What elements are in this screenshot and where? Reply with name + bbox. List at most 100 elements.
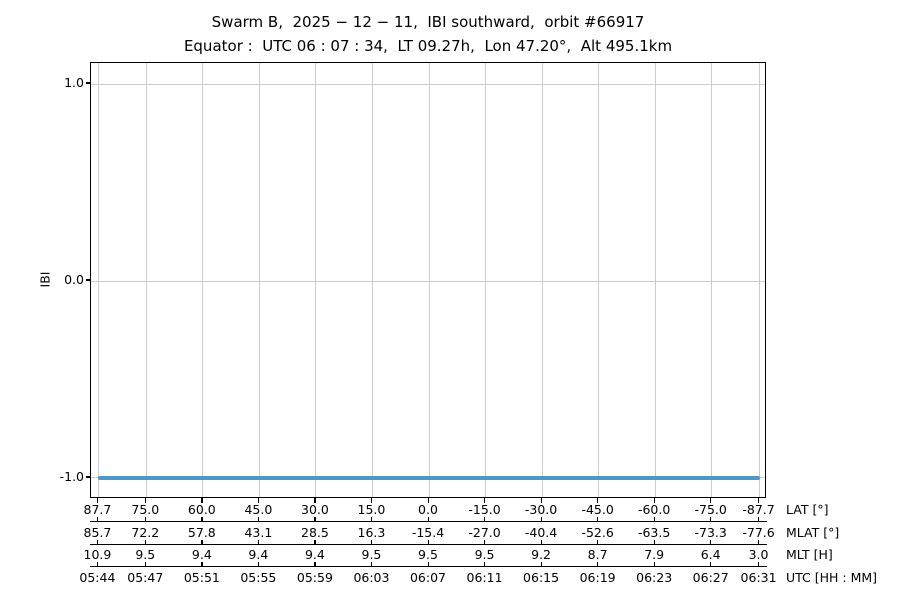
x-subaxis-tick-mark <box>653 517 655 521</box>
x-subaxis-tick-mark <box>540 539 542 544</box>
x-tick-value: -40.4 <box>524 524 558 540</box>
x-tick-value: 28.5 <box>301 524 329 540</box>
y-tick-label: 1.0 <box>64 75 84 91</box>
x-tick-value: 0.0 <box>418 502 438 517</box>
x-row-name: MLAT [°] <box>786 524 840 540</box>
y-tick-mark <box>85 82 90 84</box>
x-subaxis-tick-mark <box>597 517 599 521</box>
x-subaxis-tick-mark <box>314 539 316 544</box>
x-tick-value: 85.7 <box>83 524 112 540</box>
x-subaxis-tick-mark <box>427 517 429 521</box>
x-gridline <box>485 63 487 497</box>
x-tick-value: 87.7 <box>83 502 112 517</box>
y-gridline <box>91 83 765 85</box>
x-tick-value: 9.5 <box>418 547 438 562</box>
x-subaxis-tick-mark <box>96 562 99 566</box>
y-tick-mark <box>85 279 90 281</box>
x-tick-value: -45.0 <box>581 502 614 517</box>
x-subaxis-tick-mark <box>758 517 760 521</box>
x-subaxis-tick-mark <box>597 539 599 544</box>
x-tick-value: -60.0 <box>637 502 671 517</box>
x-tick-mark <box>201 498 203 503</box>
chart-title: Swarm B, 2025 − 12 − 11, IBI southward, … <box>211 13 645 31</box>
x-tick-value: -73.3 <box>694 524 727 540</box>
plot-area <box>90 62 766 498</box>
x-tick-value: 06:19 <box>579 569 616 585</box>
x-subaxis-tick-mark <box>144 562 146 566</box>
x-gridline <box>541 63 543 497</box>
x-tick-value: 9.5 <box>361 547 382 562</box>
x-tick-value: 30.0 <box>301 502 329 517</box>
x-row-name: UTC [HH : MM] <box>786 569 878 585</box>
x-subaxis-tick-mark <box>257 562 260 566</box>
x-subaxis-tick-mark <box>710 539 712 544</box>
x-subaxis-tick-mark <box>710 517 712 521</box>
x-tick-value: -30.0 <box>524 502 558 517</box>
x-tick-mark <box>314 498 316 503</box>
x-subaxis-tick-mark <box>370 517 373 521</box>
x-subaxis-tick-mark <box>201 539 203 544</box>
x-subaxis-line <box>90 566 767 568</box>
x-subaxis-tick-mark <box>314 562 316 566</box>
x-tick-mark <box>710 498 712 503</box>
x-tick-value: -77.6 <box>742 524 775 540</box>
x-subaxis-tick-mark <box>144 517 146 521</box>
x-tick-value: 75.0 <box>131 502 160 517</box>
x-tick-value: 6.4 <box>700 547 721 562</box>
x-tick-value: 06:27 <box>692 569 729 585</box>
x-subaxis-tick-mark <box>96 517 99 521</box>
x-subaxis-tick-mark <box>370 562 373 566</box>
x-subaxis-tick-mark <box>201 517 203 521</box>
x-tick-value: -15.4 <box>411 524 445 540</box>
x-subaxis-tick-mark <box>201 562 203 566</box>
x-tick-value: 05:51 <box>183 569 220 585</box>
x-tick-value: 9.4 <box>191 547 212 562</box>
x-tick-value: 7.9 <box>644 547 665 562</box>
x-tick-mark <box>370 498 373 503</box>
x-tick-value: 3.0 <box>748 547 769 562</box>
x-subaxis-tick-mark <box>144 539 146 544</box>
x-tick-mark <box>144 498 146 503</box>
x-subaxis-tick-mark <box>540 517 542 521</box>
x-subaxis-tick-mark <box>370 539 373 544</box>
x-row-name: LAT [°] <box>786 502 829 517</box>
x-gridline <box>97 63 99 497</box>
x-tick-value: -52.6 <box>581 524 614 540</box>
x-tick-value: 60.0 <box>187 502 216 517</box>
x-tick-value: 9.4 <box>304 547 325 562</box>
x-tick-mark <box>653 498 655 503</box>
x-subaxis-tick-mark <box>540 562 542 566</box>
x-subaxis-tick-mark <box>257 539 260 544</box>
x-tick-mark <box>96 498 99 503</box>
x-subaxis-tick-mark <box>758 562 760 566</box>
x-gridline <box>428 63 430 497</box>
y-tick-mark <box>85 476 90 478</box>
x-gridline <box>145 63 147 497</box>
x-tick-value: 9.5 <box>474 547 495 562</box>
x-tick-value: 9.4 <box>248 547 269 562</box>
x-tick-value: 8.7 <box>587 547 608 562</box>
x-subaxis-tick-mark <box>484 539 486 544</box>
x-tick-value: -27.0 <box>468 524 501 540</box>
x-tick-value: 72.2 <box>131 524 160 540</box>
x-tick-value: 43.1 <box>244 524 273 540</box>
x-row-name: MLT [H] <box>786 547 833 562</box>
x-subaxis-line <box>90 521 767 523</box>
x-tick-mark <box>484 498 486 503</box>
x-tick-value: 9.5 <box>135 547 156 562</box>
x-gridline <box>371 63 373 497</box>
x-tick-value: -75.0 <box>694 502 727 517</box>
x-tick-value: 06:23 <box>636 569 673 585</box>
x-gridline <box>759 63 761 497</box>
x-tick-value: -87.7 <box>742 502 775 517</box>
ibi-data-line <box>98 475 760 480</box>
x-tick-mark <box>758 498 760 503</box>
x-tick-value: 05:47 <box>127 569 164 585</box>
x-gridline <box>598 63 600 497</box>
x-tick-mark <box>597 498 599 503</box>
x-tick-value: 05:44 <box>79 569 116 585</box>
x-tick-value: 9.2 <box>531 547 551 562</box>
x-subaxis-tick-mark <box>758 539 760 544</box>
x-gridline <box>711 63 713 497</box>
